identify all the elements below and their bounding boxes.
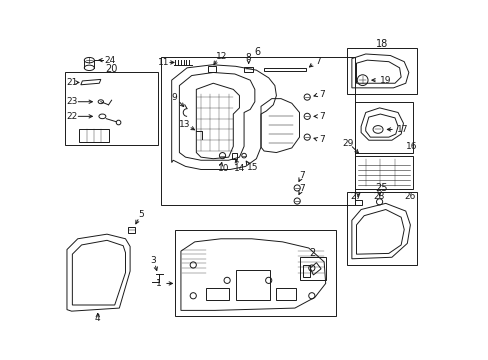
Bar [354, 102, 413, 153]
Bar [276, 288, 296, 300]
Text: 7: 7 [318, 135, 324, 144]
Text: 5: 5 [138, 210, 143, 219]
Text: 6: 6 [254, 48, 261, 58]
Bar [346, 192, 416, 265]
Bar [302, 265, 310, 277]
Text: 7: 7 [314, 57, 320, 66]
Text: 9: 9 [171, 93, 177, 102]
Bar [174, 230, 336, 316]
Text: 8: 8 [245, 53, 251, 62]
Text: 7: 7 [318, 90, 324, 99]
Text: 29: 29 [342, 139, 353, 148]
Text: 7: 7 [298, 171, 304, 180]
Text: 27: 27 [349, 192, 361, 201]
Text: 2: 2 [309, 248, 315, 258]
Text: 13: 13 [179, 120, 190, 129]
Text: 19: 19 [379, 76, 390, 85]
Bar [205, 288, 228, 300]
Text: 21: 21 [66, 78, 78, 87]
Bar [346, 48, 416, 94]
Text: 26: 26 [404, 192, 415, 201]
Bar [236, 270, 270, 300]
Bar [244, 67, 253, 72]
Bar [161, 57, 354, 205]
Text: 15: 15 [246, 163, 258, 172]
Text: 18: 18 [375, 39, 387, 49]
Bar [264, 68, 306, 71]
Text: 3: 3 [150, 256, 156, 265]
Bar [127, 227, 135, 233]
Text: 4: 4 [95, 314, 100, 323]
Text: 1: 1 [156, 279, 162, 288]
Bar [354, 199, 361, 205]
Text: 14: 14 [234, 164, 245, 173]
Bar [299, 257, 325, 280]
Text: 7: 7 [298, 184, 304, 193]
Bar [65, 72, 158, 145]
Text: 16: 16 [405, 142, 416, 151]
Text: 25: 25 [375, 183, 387, 193]
Text: 23: 23 [66, 97, 78, 106]
Text: 20: 20 [105, 64, 118, 73]
Text: 22: 22 [66, 112, 77, 121]
Text: 17: 17 [396, 125, 407, 134]
Text: 12: 12 [215, 52, 226, 61]
Bar [207, 66, 215, 72]
Text: 11: 11 [158, 58, 169, 67]
Bar [354, 156, 413, 189]
Bar [231, 153, 237, 159]
Text: 7: 7 [318, 112, 324, 121]
Text: 24: 24 [104, 56, 116, 65]
Text: 10: 10 [218, 164, 229, 173]
Bar [79, 130, 108, 142]
Text: 28: 28 [373, 192, 384, 201]
